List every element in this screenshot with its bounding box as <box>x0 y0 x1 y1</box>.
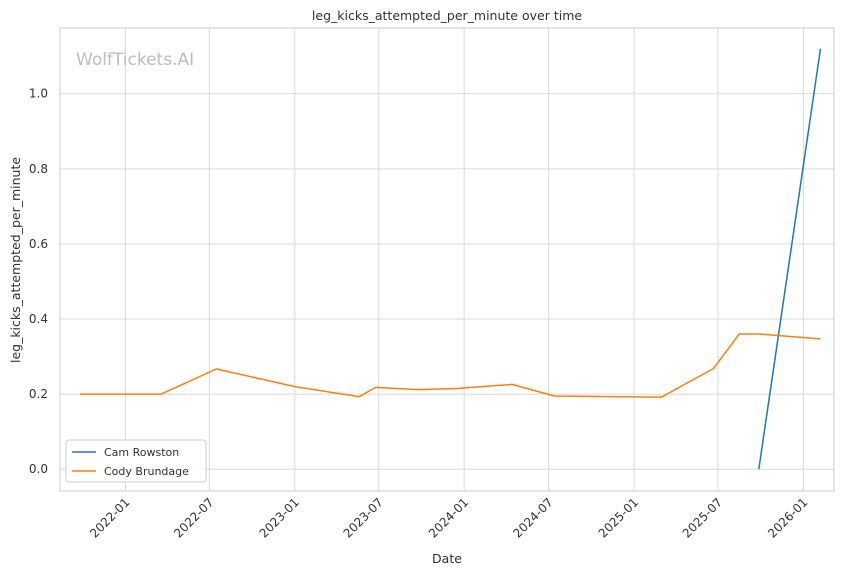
watermark-text: WolfTickets.AI <box>76 50 194 70</box>
x-axis-title: Date <box>432 551 462 566</box>
x-tick-label: 2023-01 <box>257 495 302 540</box>
x-tick-label: 2022-01 <box>87 495 132 540</box>
y-axis-title: leg_kicks_attempted_per_minute <box>8 157 23 363</box>
x-tick-labels: 2022-01 2022-07 2023-01 2023-07 2024-01 2024-… <box>87 495 810 540</box>
legend: Cam Rowston Cody Brundage <box>65 439 207 483</box>
y-tick-label: 0.2 <box>29 387 48 401</box>
x-tick-label: 2022-07 <box>171 495 216 540</box>
x-tick-label: 2026-01 <box>765 495 810 540</box>
series-layer <box>80 48 822 470</box>
plot-frame <box>59 27 835 492</box>
x-tick-label: 2023-07 <box>341 495 386 540</box>
x-tick-label: 2024-01 <box>426 495 471 540</box>
y-tick-label: 0.0 <box>29 462 48 476</box>
chart-title: leg_kicks_attempted_per_minute over time <box>312 8 582 23</box>
x-tick-label: 2024-07 <box>510 495 555 540</box>
x-tick-label: 2025-07 <box>680 495 725 540</box>
series-line-0 <box>758 48 822 470</box>
y-tick-label: 1.0 <box>29 87 48 101</box>
legend-label: Cody Brundage <box>104 465 189 478</box>
y-tick-label: 0.8 <box>29 162 48 176</box>
grid <box>60 28 834 491</box>
y-tick-label: 0.4 <box>29 312 48 326</box>
y-tick-label: 0.6 <box>29 237 48 251</box>
series-line-1 <box>80 333 821 398</box>
legend-box <box>65 439 207 483</box>
legend-label: Cam Rowston <box>104 446 179 459</box>
y-tick-labels: 0.0 0.2 0.4 0.6 0.8 1.0 <box>29 87 48 477</box>
x-tick-label: 2025-01 <box>596 495 641 540</box>
